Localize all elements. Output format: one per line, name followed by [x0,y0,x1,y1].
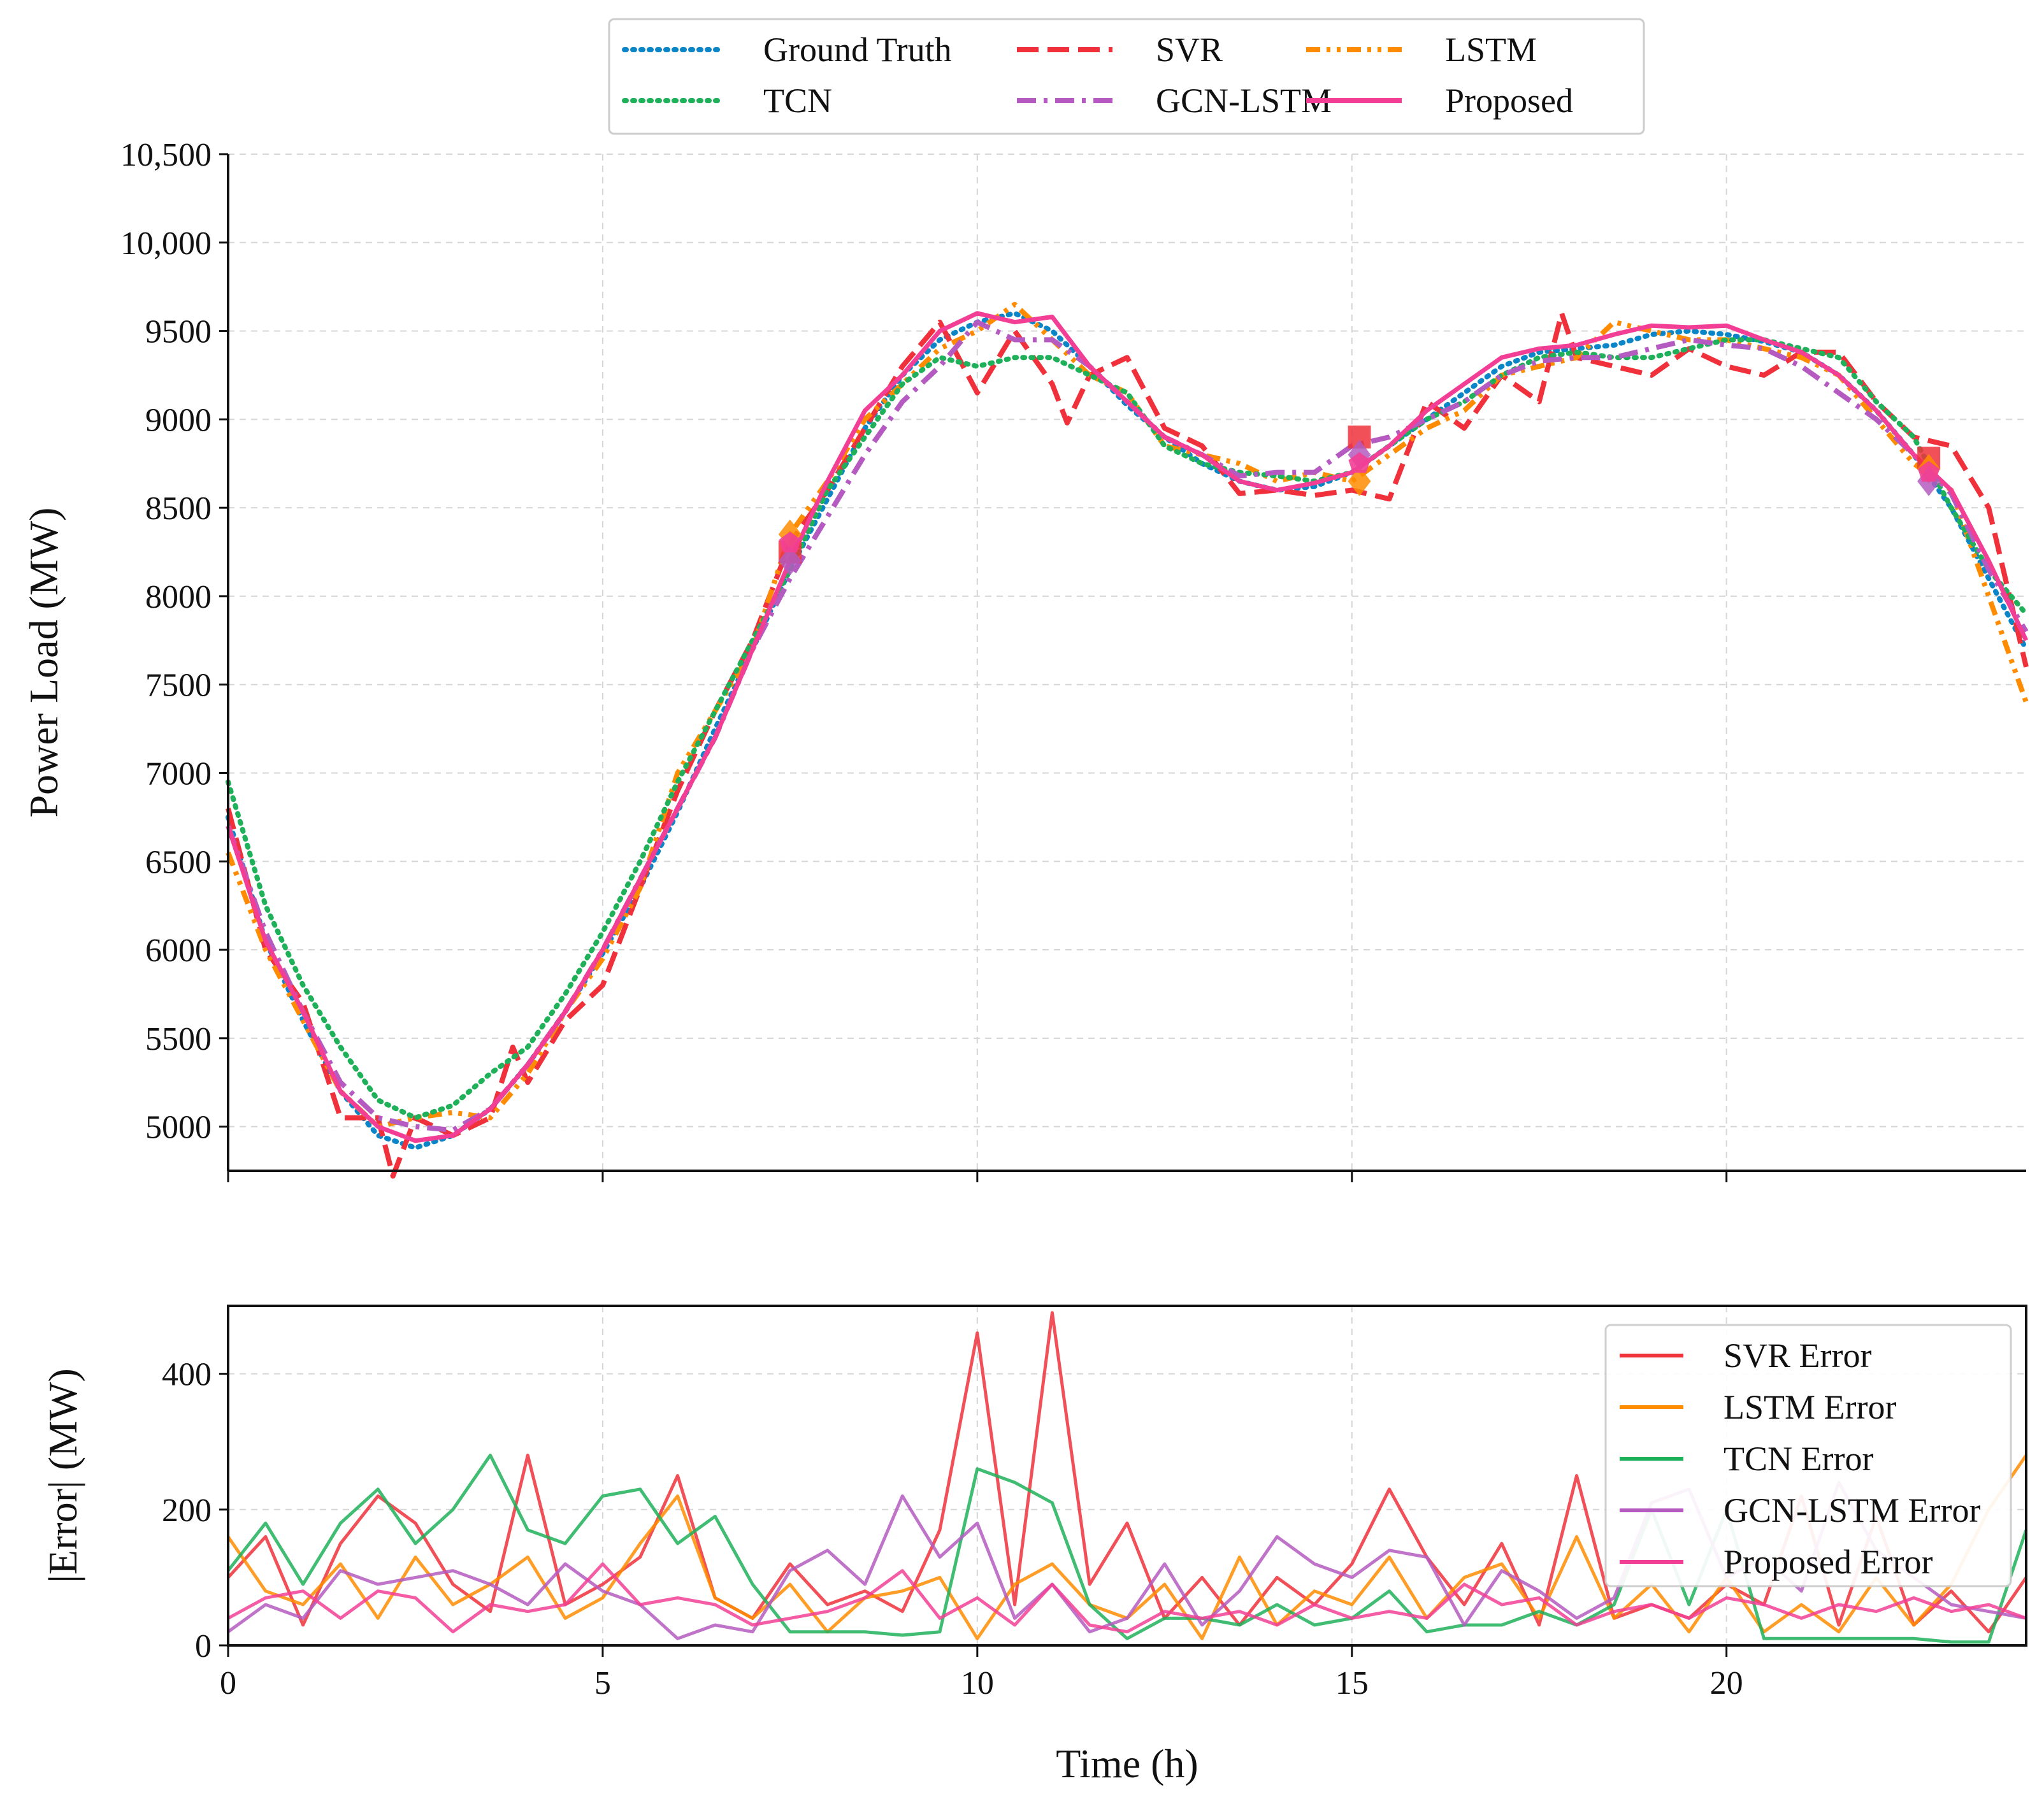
x-tick-label: 20 [1710,1665,1743,1701]
error-y-tick-label: 0 [195,1628,212,1665]
series-line-proposed [226,311,2029,1143]
error-chart: 0 200 400 0 5 10 15 20 SVR Error LSTM Error TCN E… [40,1305,2028,1786]
error-legend-label-tcn-error: TCN Error [1724,1440,1873,1478]
marker-proposed [1348,452,1371,473]
series-line-tcn [226,337,2029,1120]
legend-label-proposed: Proposed [1445,82,1573,120]
main-y-tick-label: 7500 [145,668,212,704]
error-legend-label-gcn-lstm-error: GCN-LSTM Error [1724,1491,1980,1529]
x-axis-label: Time (h) [1056,1741,1198,1786]
main-y-tick-label: 7000 [145,755,212,792]
legend-label-tcn: TCN [763,82,832,120]
main-series [226,301,2029,1179]
main-y-tick-label: 9000 [145,402,212,438]
main-y-tick-label: 5500 [145,1021,212,1057]
main-legend-box [608,18,1645,135]
error-y-axis-label: |Error| (MW) [40,1368,85,1583]
main-y-axis-label: Power Load (MW) [21,508,66,818]
marker-lstm [1348,466,1371,496]
legend-label-lstm: LSTM [1445,31,1537,69]
marker-gcn-lstm [778,546,802,576]
error-axes-frame [227,1305,2027,1647]
main-y-tick-label: 6000 [145,933,212,969]
x-tick-label: 10 [961,1665,994,1701]
main-y-tick-label: 8000 [145,579,212,615]
x-tick-label: 15 [1335,1665,1369,1701]
main-y-tick-label: 5000 [145,1110,212,1146]
error-axes: 0 200 400 0 5 10 15 20 [162,1305,2027,1701]
main-chart: 5000 5500 6000 6500 7000 7500 8000 8500 9000 9500… [21,137,2029,1182]
main-axes: 5000 5500 6000 6500 7000 7500 8000 8500 9000 9500… [120,137,2026,1182]
main-markers [778,426,1941,576]
legend-label-svr: SVR [1156,31,1223,69]
main-y-tick-label: 8500 [145,490,212,527]
error-y-tick-label: 400 [162,1357,212,1393]
legend-label-ground-truth: Ground Truth [763,31,952,69]
main-y-tick-label: 10,500 [120,137,212,173]
main-y-tick-label: 9500 [145,314,212,350]
main-legend: Ground Truth SVR LSTM TCN GCN-LSTM Proposed [608,18,1645,135]
marker-proposed [1918,461,1940,482]
error-line-proposed-error [227,1562,2027,1634]
main-y-tick-label: 10,000 [120,226,212,262]
legend-label-gcn-lstm: GCN-LSTM [1156,82,1332,120]
error-y-tick-label: 200 [162,1493,212,1529]
error-legend-label-svr-error: SVR Error [1724,1336,1871,1375]
error-legend: SVR Error LSTM Error TCN Error GCN-LSTM Err… [1604,1324,2012,1587]
x-tick-label: 5 [594,1665,611,1701]
x-tick-label: 0 [220,1665,236,1701]
main-y-tick-label: 6500 [145,844,212,880]
error-legend-box [1604,1324,2012,1587]
error-legend-label-proposed-error: Proposed Error [1724,1543,1932,1581]
error-legend-label-lstm-error: LSTM Error [1724,1388,1896,1426]
marker-proposed [779,531,801,553]
